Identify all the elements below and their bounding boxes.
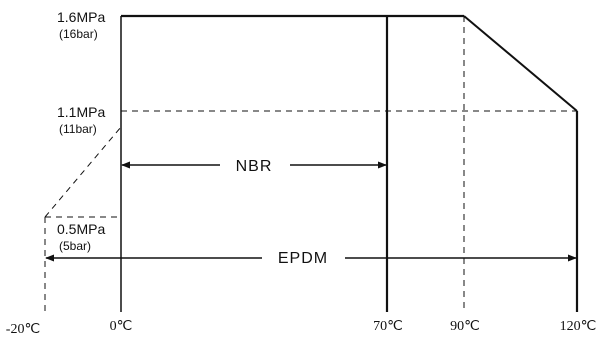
y-tick-sublabel-1.1: (11bar) [59, 122, 97, 136]
x-tick-label-70: 70℃ [373, 319, 403, 334]
epdm-low-temp-slope [44, 126, 122, 218]
y-tick-sublabel-1.6: (16bar) [59, 27, 98, 41]
x-tick-label-90: 90℃ [450, 319, 480, 334]
y-tick-sublabel-0.5: (5bar) [59, 239, 91, 253]
dashed-guides [44, 16, 577, 312]
envelope-lines [120, 14, 579, 312]
series-label-epdm: EPDM [278, 250, 328, 267]
series-label-nbr: NBR [236, 158, 273, 175]
x-tick-label-minus20: -20℃ [6, 322, 40, 337]
y-tick-label-1.6: 1.6MPa [57, 9, 105, 25]
range-arrows [45, 161, 577, 262]
y-tick-label-1.1: 1.1MPa [57, 104, 105, 120]
x-tick-label-120: 120℃ [560, 319, 597, 334]
y-tick-label-0.5: 0.5MPa [57, 221, 105, 237]
line-epdm-high-temp-slope [463, 15, 578, 112]
x-tick-label-0: 0℃ [110, 319, 133, 334]
